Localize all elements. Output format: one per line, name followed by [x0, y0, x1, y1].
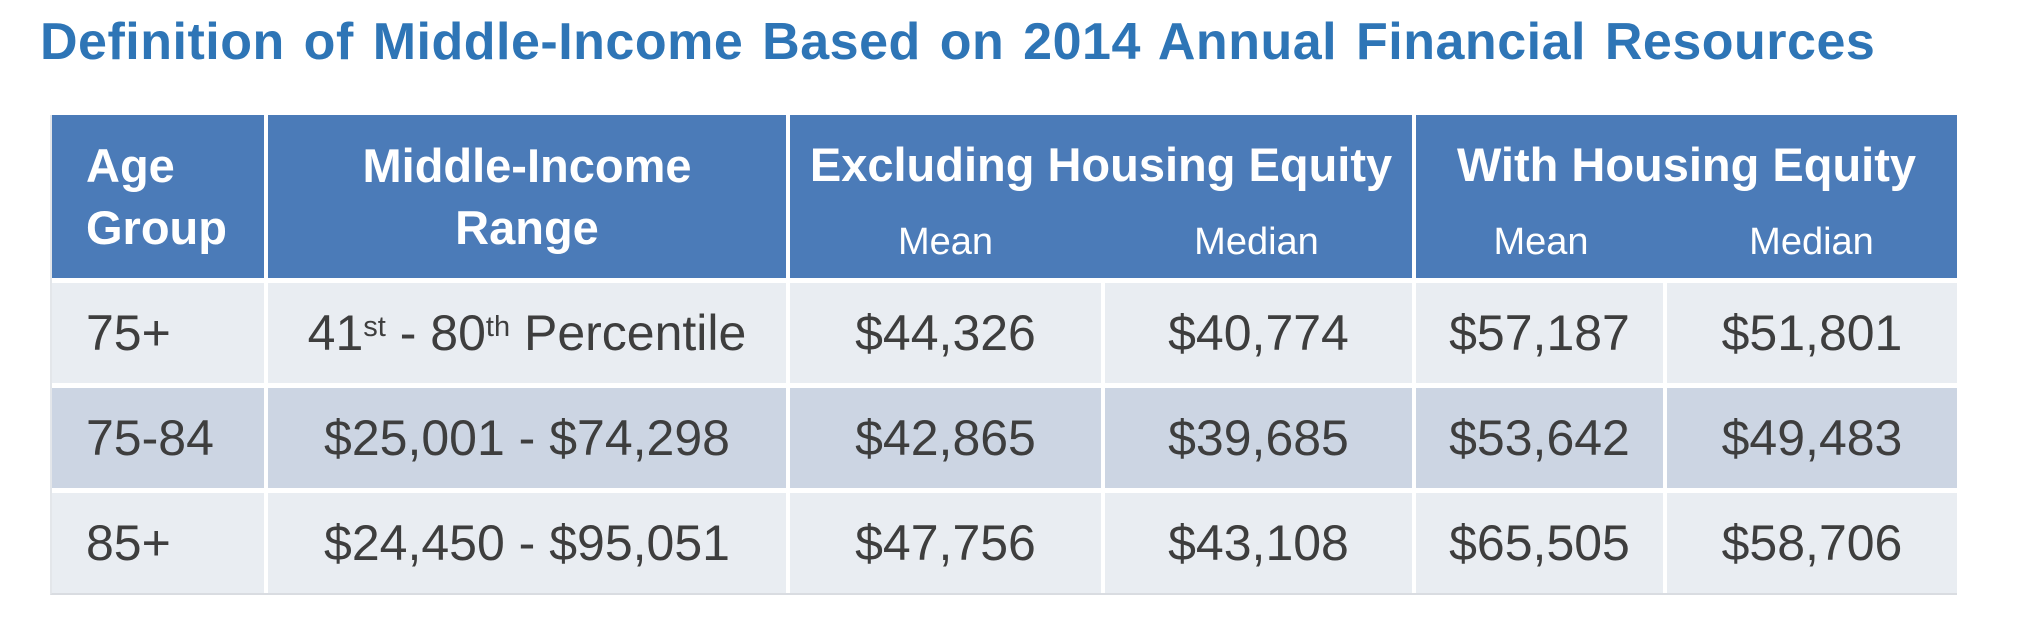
table-row-2-with-mean: $53,642: [1416, 388, 1663, 488]
subheader-excluding-mean: Mean: [897, 221, 994, 263]
group-title-excluding: Excluding Housing Equity: [809, 138, 1393, 191]
ordinal-suffix: th: [485, 310, 511, 343]
subheader-row-with: Mean Median: [1416, 221, 1957, 264]
table-row-3-with-median: $58,706: [1667, 493, 1957, 593]
subheader-with-mean: Mean: [1493, 221, 1589, 263]
table-row-1-excl-median: $40,774: [1105, 283, 1412, 383]
table-row-2-with-median: $49,483: [1667, 388, 1957, 488]
table-row-1-excl-mean: $44,326: [790, 283, 1101, 383]
col-group-excluding-housing-equity: Excluding Housing Equity Mean Median: [790, 115, 1412, 278]
range-text: 41st - 80th Percentile: [307, 305, 747, 361]
table-row-2-excl-median: $39,685: [1105, 388, 1412, 488]
income-definition-table: Age Group Middle-Income Range Excluding …: [50, 115, 1957, 595]
col-header-middle-income-range: Middle-Income Range: [268, 115, 786, 278]
table-row-2-age: 75-84: [52, 388, 264, 488]
table-row-3-age: 85+: [52, 493, 264, 593]
ordinal-suffix: st: [363, 310, 386, 343]
table-row-3-with-mean: $65,505: [1416, 493, 1663, 593]
subheader-with-median: Median: [1749, 221, 1874, 263]
page-title: Definition of Middle-Income Based on 201…: [40, 13, 1876, 71]
col-header-middle-income-range-label: Middle-Income Range: [362, 139, 692, 254]
subheader-row-excluding: Mean Median: [790, 221, 1412, 264]
table-row-3-excl-median: $43,108: [1105, 493, 1412, 593]
table-row-1-with-mean: $57,187: [1416, 283, 1663, 383]
table-row-1-with-median: $51,801: [1667, 283, 1957, 383]
table-row-1-range: 41st - 80th Percentile: [268, 283, 786, 383]
table-row-2-range: $25,001 - $74,298: [268, 388, 786, 488]
col-header-age-group: Age Group: [52, 115, 264, 278]
col-header-age-group-label: Age Group: [86, 139, 227, 254]
col-group-with-housing-equity: With Housing Equity Mean Median: [1416, 115, 1957, 278]
table-row-2-excl-mean: $42,865: [790, 388, 1101, 488]
subheader-excluding-median: Median: [1194, 221, 1319, 263]
group-title-with: With Housing Equity: [1456, 138, 1917, 191]
table-row-3-range: $24,450 - $95,051: [268, 493, 786, 593]
table-row-1-age: 75+: [52, 283, 264, 383]
table-row-3-excl-mean: $47,756: [790, 493, 1101, 593]
